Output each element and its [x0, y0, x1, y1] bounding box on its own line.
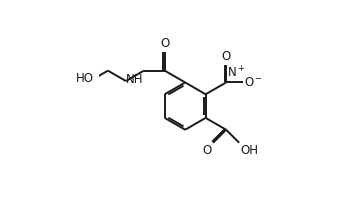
Text: NH: NH [126, 73, 144, 86]
Text: O: O [222, 50, 231, 63]
Text: O$^-$: O$^-$ [244, 76, 263, 89]
Text: OH: OH [240, 144, 258, 157]
Text: O: O [202, 144, 212, 157]
Text: N$^+$: N$^+$ [227, 65, 246, 81]
Text: O: O [160, 37, 169, 50]
Text: HO: HO [75, 72, 93, 85]
